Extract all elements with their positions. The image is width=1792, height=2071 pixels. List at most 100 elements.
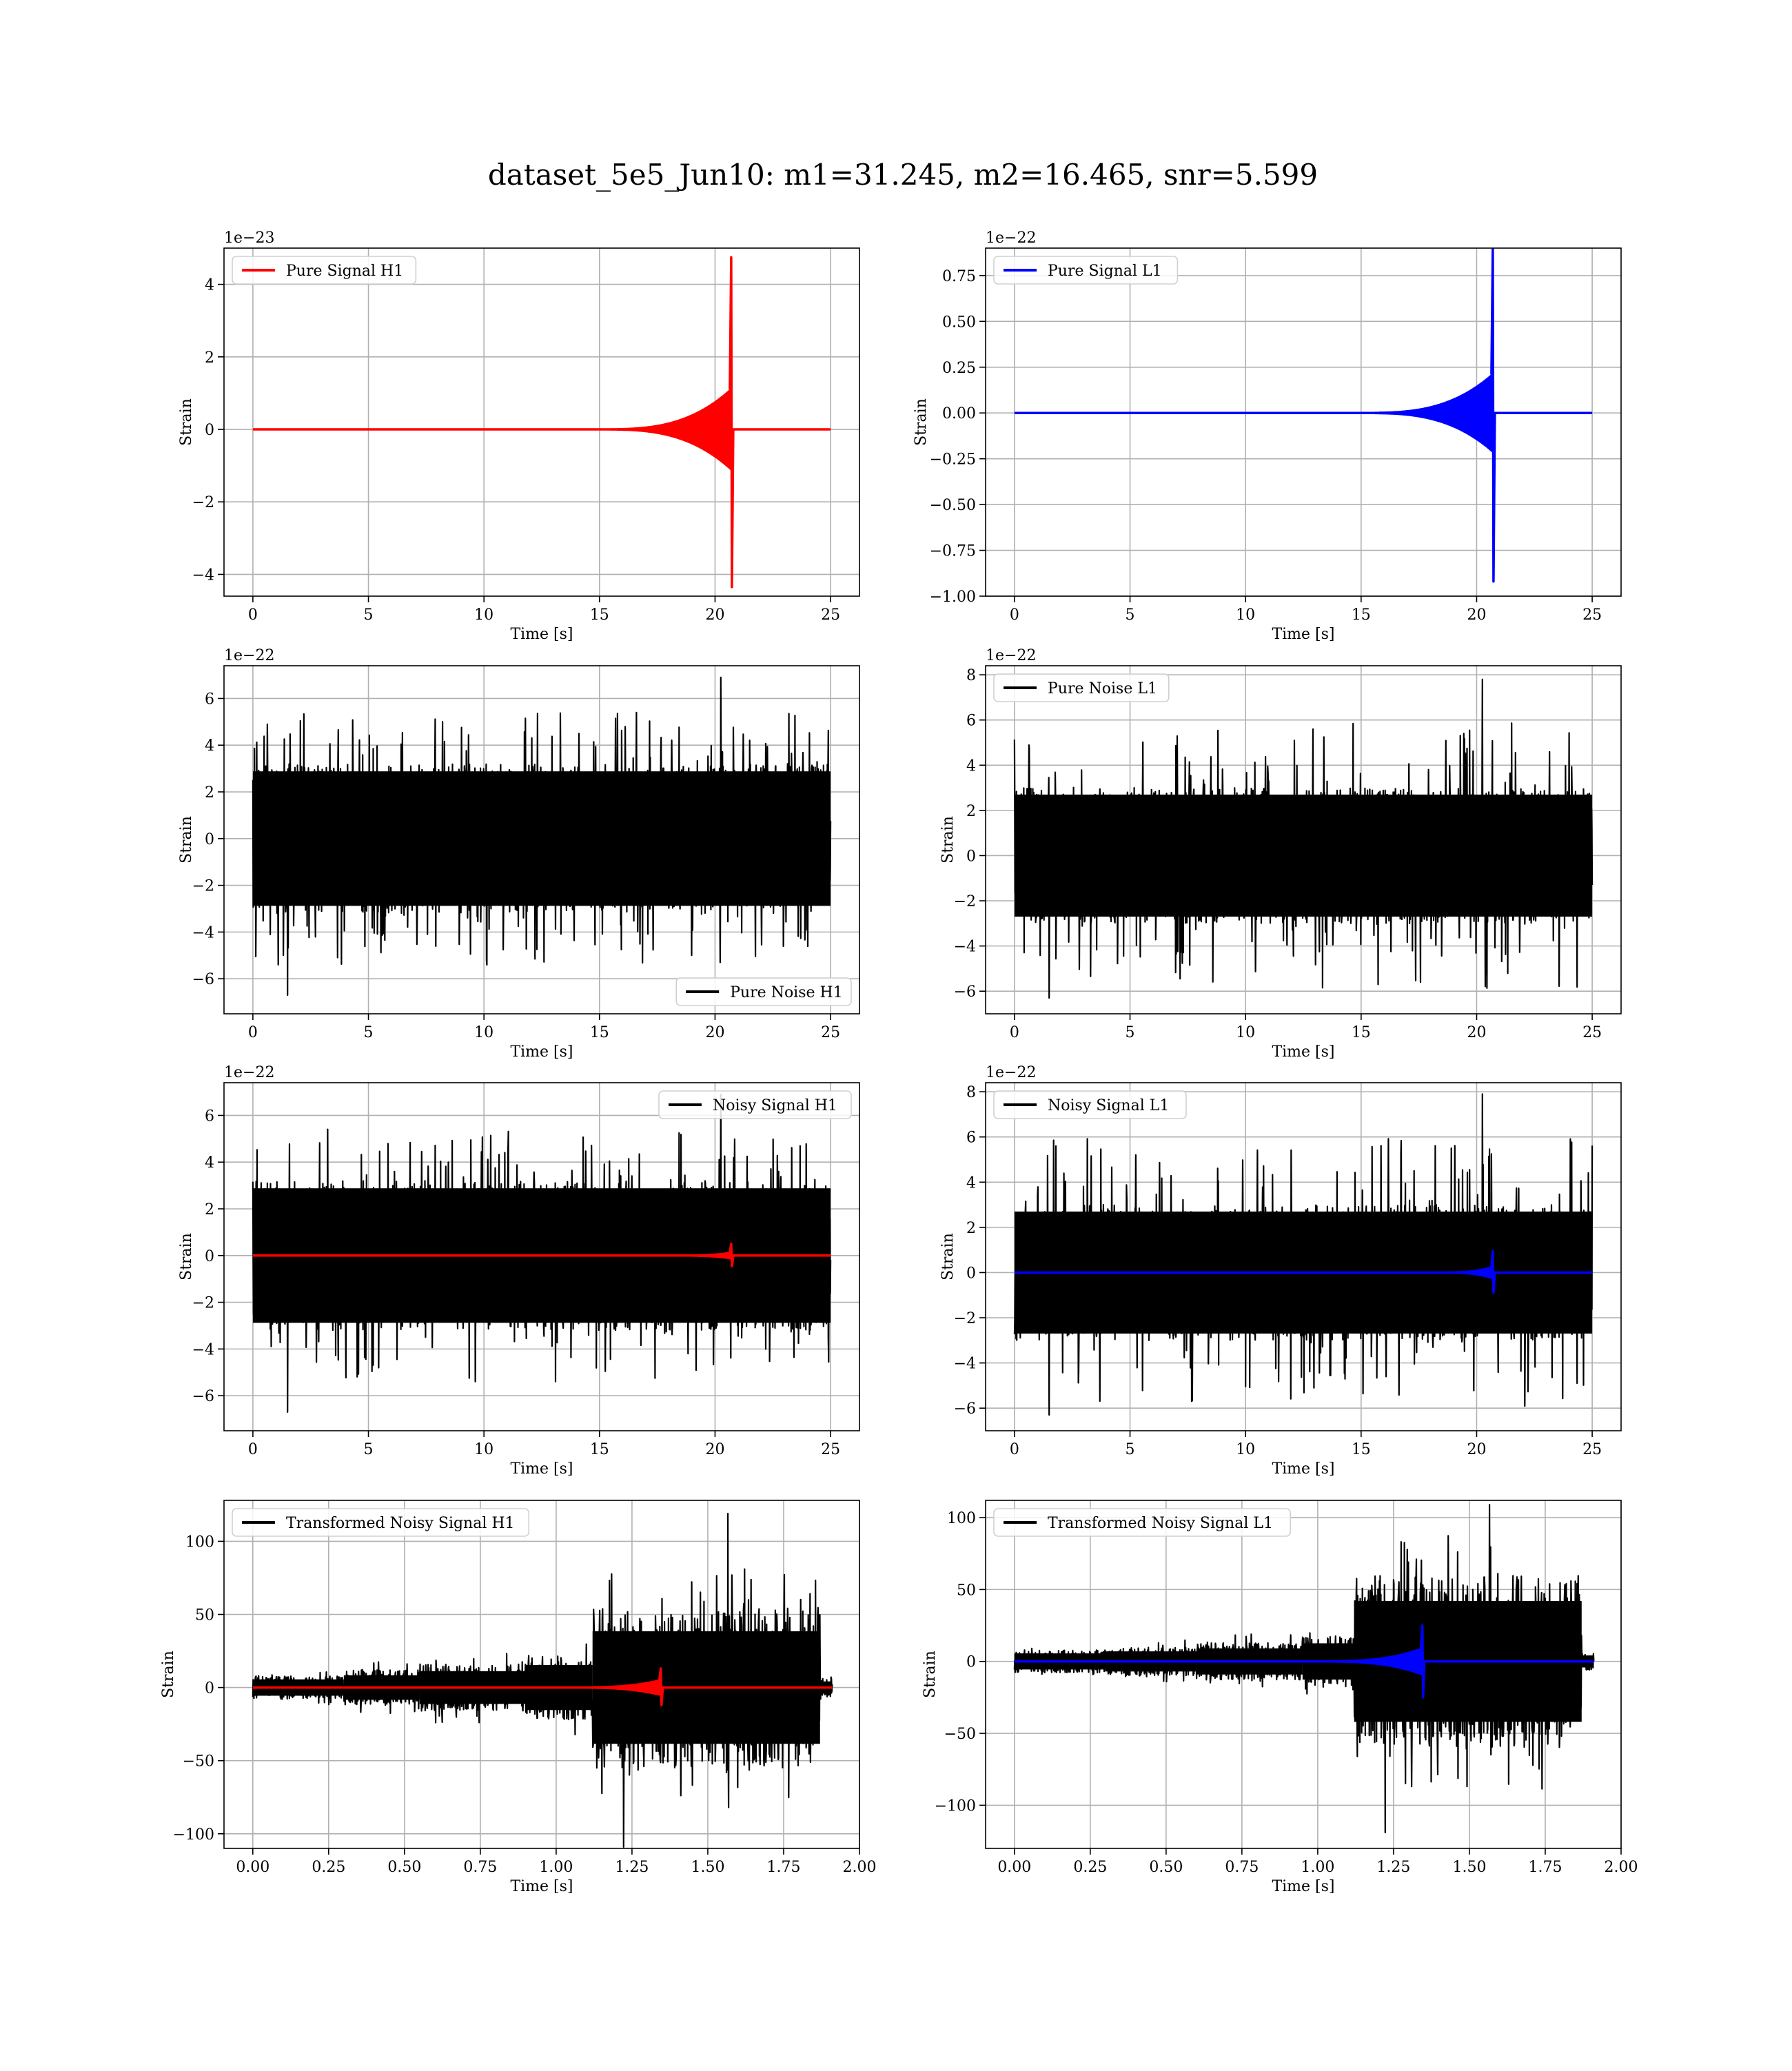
legend-label: Pure Noise L1 [1048,680,1157,697]
x-tick-label: 20 [1467,1441,1486,1458]
y-tick-label: 0.75 [942,268,976,285]
y-tick-label: 2 [966,803,976,820]
legend-label: Pure Noise H1 [730,984,843,1001]
x-tick-label: 25 [1582,606,1602,624]
x-tick-label: 5 [1126,606,1135,624]
series-group [252,256,832,589]
y-tick-label: −6 [954,983,976,1001]
y-tick-label: 6 [966,1130,976,1147]
legend-box [658,1090,852,1119]
y-tick-label: 0 [205,831,214,848]
y-tick-label: −6 [192,971,214,988]
y-tick-label: 4 [966,1174,976,1192]
series-line [252,1243,832,1267]
legend-label: Noisy Signal L1 [1048,1097,1169,1114]
y-tick-label: 100 [185,1533,214,1551]
series-line [252,1513,833,1848]
y-tick-label: 4 [205,1154,214,1172]
subplot-transformed-noisy-signal-h1: 0.00 0.25 0.50 0.75 1.00 1.25 1.50 1.75 2.00 −100… [160,1500,876,1895]
series-line [1013,248,1594,583]
y-tick-label: −50 [183,1753,214,1771]
x-axis-label: Time [s] [510,1878,573,1895]
y-tick-label: 0.50 [942,314,976,331]
x-tick-label: 1.00 [1301,1859,1334,1876]
y-tick-label: −0.25 [930,451,976,469]
y-tick-label: 0.25 [942,360,976,377]
x-tick-label: 20 [705,606,724,624]
y-tick-label: −2 [954,1310,976,1327]
x-tick-label: 0.25 [312,1859,345,1876]
y-tick-label: 0 [966,848,976,865]
x-axis-label: Time [s] [1272,626,1334,643]
series-line [1013,1093,1594,1416]
axes-frame [223,665,860,1014]
axes-frame [223,247,860,597]
legend: Transformed Noisy Signal L1 [993,1508,1292,1537]
x-tick-label: 20 [1467,1024,1486,1041]
legend-box [675,977,852,1006]
legend-box [993,1508,1292,1537]
x-tick-label: 1.75 [766,1859,800,1876]
y-tick-label: 0 [205,1248,214,1265]
series-line [252,676,832,996]
y-axis-label: Strain [922,1651,939,1698]
x-tick-label: 10 [1236,606,1255,624]
legend-label: Pure Signal H1 [286,263,403,280]
y-tick-label: −100 [935,1797,976,1815]
x-tick-label: 0.00 [236,1859,269,1876]
legend: Noisy Signal H1 [658,1090,852,1119]
series-line [1013,678,1594,999]
series-group [252,1513,833,1848]
x-tick-label: 1.25 [1376,1859,1410,1876]
offset-text: 1e−22 [986,1064,1036,1081]
legend-box [232,256,417,285]
y-tick-label: −1.00 [930,589,976,606]
y-tick-label: −0.50 [930,497,976,514]
x-tick-label: 0 [248,1441,258,1458]
x-tick-label: 15 [590,606,609,624]
y-tick-label: 50 [195,1607,214,1624]
y-tick-label: −4 [192,1341,214,1358]
x-tick-label: 5 [364,1441,374,1458]
legend: Transformed Noisy Signal H1 [232,1508,530,1537]
subplot-pure-signal-h1: 0 5 10 15 20 25 −4 −2 0 2 4 Time [s] Strain 1e−23 Pure… [178,229,860,643]
x-tick-label: 10 [474,1441,493,1458]
series-group [1013,678,1594,999]
x-tick-label: 0.75 [463,1859,497,1876]
y-tick-label: 2 [205,784,214,802]
y-tick-label: 0.00 [942,405,976,422]
x-tick-label: 0 [1010,1024,1019,1041]
x-axis-label: Time [s] [1272,1878,1334,1895]
x-tick-label: 0.75 [1225,1859,1259,1876]
x-axis-label: Time [s] [510,1460,573,1478]
offset-text: 1e−22 [986,229,1036,247]
x-tick-label: 0 [1010,1441,1019,1458]
y-tick-label: 8 [966,1084,976,1101]
x-axis-label: Time [s] [510,1043,573,1061]
y-tick-label: −2 [192,878,214,895]
y-axis-label: Strain [160,1651,177,1698]
x-tick-label: 25 [1582,1024,1602,1041]
y-tick-label: −2 [192,494,214,511]
y-tick-label: −4 [192,924,214,941]
axes-frame [985,1500,1622,1849]
legend: Pure Signal L1 [993,256,1179,285]
y-tick-label: −6 [192,1388,214,1405]
x-tick-label: 2.00 [1605,1859,1638,1876]
y-tick-label: 4 [205,277,214,294]
y-tick-label: 6 [205,691,214,708]
y-tick-label: 6 [205,1108,214,1125]
series-line [252,1667,833,1706]
subplot-transformed-noisy-signal-l1: 0.00 0.25 0.50 0.75 1.00 1.25 1.50 1.75 2.00 −100… [922,1500,1638,1895]
y-axis-label: Strain [178,398,195,446]
x-tick-label: 1.50 [1452,1859,1486,1876]
axes-frame [985,665,1622,1014]
series-group [1013,1504,1595,1834]
y-tick-label: −0.75 [930,543,976,560]
subplot-pure-signal-l1: 0 5 10 15 20 25 −1.00 −0.75 −0.50 −0.25 0.00 0.25 0.… [913,229,1622,643]
legend-box [993,256,1179,285]
series-group [252,1093,832,1413]
